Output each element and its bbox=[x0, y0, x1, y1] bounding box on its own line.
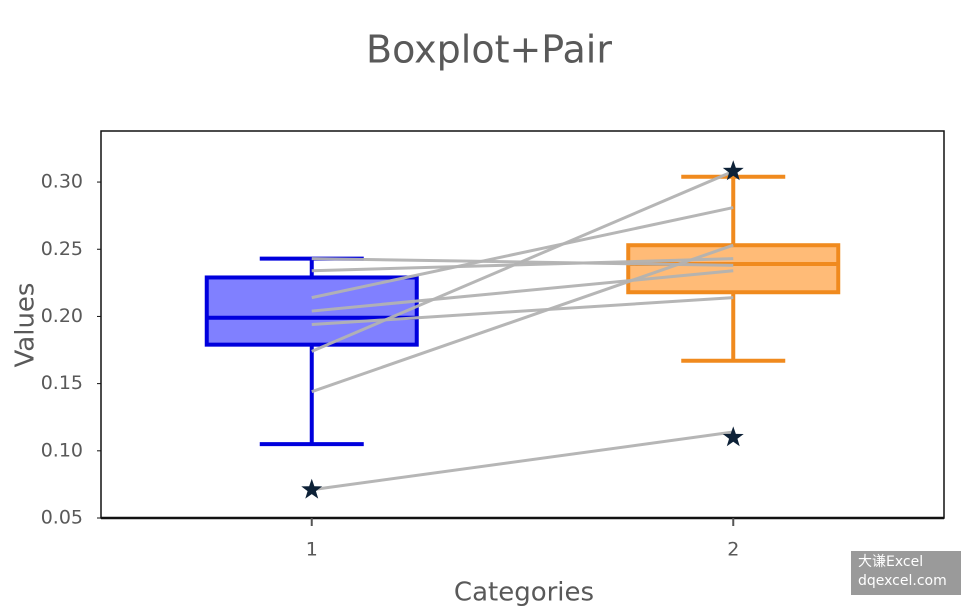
pair-line bbox=[311, 296, 734, 326]
pair-line bbox=[311, 430, 734, 492]
y-tick-label: 0.15 bbox=[41, 372, 83, 394]
watermark-bg bbox=[851, 551, 961, 595]
outlier bbox=[301, 478, 323, 499]
outlier bbox=[722, 426, 744, 447]
y-axis-label: Values bbox=[11, 283, 41, 368]
watermark: dqexcel.com bbox=[858, 573, 947, 589]
pair-line bbox=[311, 257, 734, 273]
pair-line bbox=[311, 257, 734, 267]
x-tick-label: 1 bbox=[306, 539, 318, 561]
pair-line bbox=[311, 243, 734, 394]
x-axis-label: Categories bbox=[454, 578, 594, 608]
pair-line bbox=[311, 269, 734, 313]
y-tick-label: 0.25 bbox=[41, 238, 83, 260]
y-tick-label: 0.30 bbox=[41, 171, 83, 193]
y-tick-label: 0.10 bbox=[41, 439, 83, 461]
box bbox=[626, 243, 841, 295]
chart-title: Boxplot+Pair bbox=[366, 28, 612, 72]
outlier bbox=[722, 160, 744, 181]
pair-line bbox=[311, 206, 734, 300]
watermark: 大谦Excel bbox=[858, 554, 923, 570]
y-tick-label: 0.20 bbox=[41, 305, 83, 327]
x-tick-label: 2 bbox=[727, 539, 739, 561]
y-tick-label: 0.05 bbox=[41, 507, 83, 529]
